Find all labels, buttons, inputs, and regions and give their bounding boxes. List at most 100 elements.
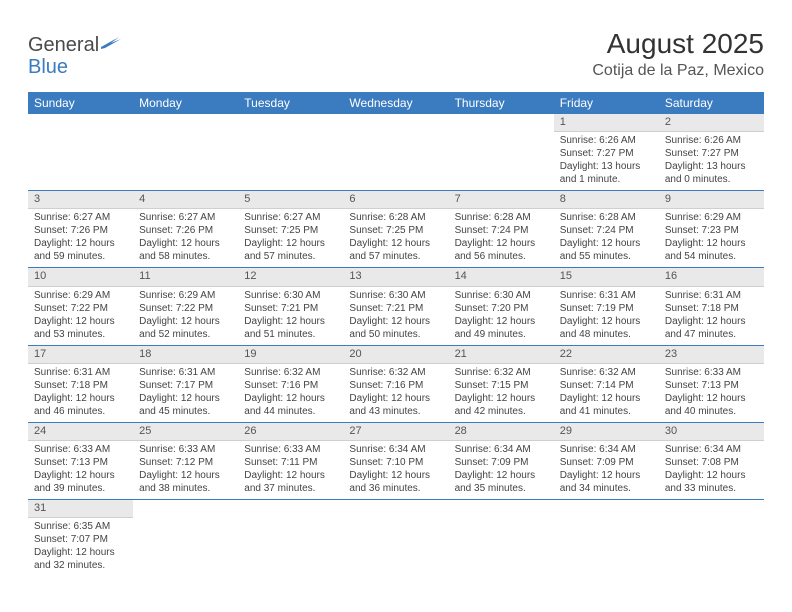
day-details: Sunrise: 6:28 AMSunset: 7:24 PMDaylight:…: [449, 209, 554, 267]
logo-text-general: General: [28, 34, 99, 57]
day-cell: 24Sunrise: 6:33 AMSunset: 7:13 PMDayligh…: [28, 422, 133, 499]
day-detail-line: Daylight: 12 hours: [665, 315, 758, 328]
day-detail-line: Sunrise: 6:31 AM: [560, 289, 653, 302]
day-detail-line: Sunrise: 6:31 AM: [139, 366, 232, 379]
day-number: 24: [28, 423, 133, 441]
day-detail-line: and 44 minutes.: [244, 405, 337, 418]
day-details: Sunrise: 6:32 AMSunset: 7:14 PMDaylight:…: [554, 364, 659, 422]
day-header: Tuesday: [238, 92, 343, 114]
day-number: 2: [659, 114, 764, 132]
day-details: Sunrise: 6:30 AMSunset: 7:21 PMDaylight:…: [343, 287, 448, 345]
day-detail-line: Daylight: 12 hours: [560, 237, 653, 250]
day-cell: 28Sunrise: 6:34 AMSunset: 7:09 PMDayligh…: [449, 422, 554, 499]
day-detail-line: and 35 minutes.: [455, 482, 548, 495]
day-detail-line: Daylight: 12 hours: [349, 237, 442, 250]
day-details: Sunrise: 6:28 AMSunset: 7:24 PMDaylight:…: [554, 209, 659, 267]
day-cell: 10Sunrise: 6:29 AMSunset: 7:22 PMDayligh…: [28, 268, 133, 345]
day-detail-line: Daylight: 12 hours: [455, 392, 548, 405]
day-number: 22: [554, 346, 659, 364]
day-number: 26: [238, 423, 343, 441]
day-detail-line: Sunrise: 6:29 AM: [665, 211, 758, 224]
day-details: Sunrise: 6:29 AMSunset: 7:22 PMDaylight:…: [28, 287, 133, 345]
day-cell: 15Sunrise: 6:31 AMSunset: 7:19 PMDayligh…: [554, 268, 659, 345]
day-detail-line: Sunset: 7:11 PM: [244, 456, 337, 469]
day-detail-line: and 47 minutes.: [665, 328, 758, 341]
day-detail-line: Sunset: 7:15 PM: [455, 379, 548, 392]
day-detail-line: Daylight: 12 hours: [455, 469, 548, 482]
day-detail-line: Sunset: 7:12 PM: [139, 456, 232, 469]
day-details: Sunrise: 6:30 AMSunset: 7:20 PMDaylight:…: [449, 287, 554, 345]
day-detail-line: Daylight: 12 hours: [665, 392, 758, 405]
day-detail-line: Sunset: 7:25 PM: [244, 224, 337, 237]
week-row: 10Sunrise: 6:29 AMSunset: 7:22 PMDayligh…: [28, 268, 764, 345]
day-detail-line: and 56 minutes.: [455, 250, 548, 263]
day-detail-line: Sunrise: 6:27 AM: [244, 211, 337, 224]
day-detail-line: Sunset: 7:21 PM: [349, 302, 442, 315]
week-row: 3Sunrise: 6:27 AMSunset: 7:26 PMDaylight…: [28, 191, 764, 268]
day-details: Sunrise: 6:31 AMSunset: 7:19 PMDaylight:…: [554, 287, 659, 345]
day-detail-line: Daylight: 12 hours: [34, 546, 127, 559]
day-details: Sunrise: 6:27 AMSunset: 7:26 PMDaylight:…: [28, 209, 133, 267]
day-number: 28: [449, 423, 554, 441]
day-cell: 9Sunrise: 6:29 AMSunset: 7:23 PMDaylight…: [659, 191, 764, 268]
day-cell: [343, 499, 448, 576]
day-details: Sunrise: 6:33 AMSunset: 7:11 PMDaylight:…: [238, 441, 343, 499]
day-number: 15: [554, 268, 659, 286]
day-detail-line: and 40 minutes.: [665, 405, 758, 418]
day-detail-line: Daylight: 12 hours: [244, 392, 337, 405]
day-detail-line: and 43 minutes.: [349, 405, 442, 418]
day-detail-line: Daylight: 12 hours: [34, 392, 127, 405]
day-detail-line: Sunset: 7:13 PM: [665, 379, 758, 392]
calendar-table: Sunday Monday Tuesday Wednesday Thursday…: [28, 92, 764, 576]
day-cell: 26Sunrise: 6:33 AMSunset: 7:11 PMDayligh…: [238, 422, 343, 499]
day-detail-line: Sunset: 7:23 PM: [665, 224, 758, 237]
day-number: 31: [28, 500, 133, 518]
day-details: Sunrise: 6:35 AMSunset: 7:07 PMDaylight:…: [28, 518, 133, 576]
day-detail-line: Sunrise: 6:26 AM: [560, 134, 653, 147]
day-detail-line: Daylight: 12 hours: [244, 237, 337, 250]
day-detail-line: Sunrise: 6:29 AM: [34, 289, 127, 302]
day-details: Sunrise: 6:31 AMSunset: 7:17 PMDaylight:…: [133, 364, 238, 422]
day-detail-line: Sunset: 7:10 PM: [349, 456, 442, 469]
day-cell: 4Sunrise: 6:27 AMSunset: 7:26 PMDaylight…: [133, 191, 238, 268]
day-detail-line: Sunset: 7:26 PM: [34, 224, 127, 237]
day-detail-line: Sunset: 7:26 PM: [139, 224, 232, 237]
day-detail-line: Sunset: 7:19 PM: [560, 302, 653, 315]
day-detail-line: Sunset: 7:24 PM: [455, 224, 548, 237]
logo: General: [28, 34, 123, 57]
day-detail-line: Daylight: 12 hours: [34, 469, 127, 482]
day-detail-line: and 0 minutes.: [665, 173, 758, 186]
day-cell: 31Sunrise: 6:35 AMSunset: 7:07 PMDayligh…: [28, 499, 133, 576]
day-detail-line: and 41 minutes.: [560, 405, 653, 418]
day-detail-line: Sunset: 7:09 PM: [455, 456, 548, 469]
day-number: 4: [133, 191, 238, 209]
day-detail-line: Daylight: 12 hours: [455, 237, 548, 250]
day-detail-line: Daylight: 12 hours: [455, 315, 548, 328]
day-details: Sunrise: 6:31 AMSunset: 7:18 PMDaylight:…: [659, 287, 764, 345]
day-detail-line: and 51 minutes.: [244, 328, 337, 341]
day-details: Sunrise: 6:29 AMSunset: 7:22 PMDaylight:…: [133, 287, 238, 345]
day-number: 18: [133, 346, 238, 364]
day-detail-line: and 34 minutes.: [560, 482, 653, 495]
day-cell: [133, 114, 238, 191]
day-header: Friday: [554, 92, 659, 114]
day-cell: [28, 114, 133, 191]
day-number: 25: [133, 423, 238, 441]
day-cell: 11Sunrise: 6:29 AMSunset: 7:22 PMDayligh…: [133, 268, 238, 345]
day-detail-line: Sunset: 7:18 PM: [34, 379, 127, 392]
day-details: Sunrise: 6:31 AMSunset: 7:18 PMDaylight:…: [28, 364, 133, 422]
day-details: Sunrise: 6:27 AMSunset: 7:26 PMDaylight:…: [133, 209, 238, 267]
day-header: Sunday: [28, 92, 133, 114]
day-details: Sunrise: 6:29 AMSunset: 7:23 PMDaylight:…: [659, 209, 764, 267]
day-details: Sunrise: 6:34 AMSunset: 7:09 PMDaylight:…: [449, 441, 554, 499]
day-details: Sunrise: 6:27 AMSunset: 7:25 PMDaylight:…: [238, 209, 343, 267]
day-details: Sunrise: 6:28 AMSunset: 7:25 PMDaylight:…: [343, 209, 448, 267]
week-row: 31Sunrise: 6:35 AMSunset: 7:07 PMDayligh…: [28, 499, 764, 576]
day-number: 27: [343, 423, 448, 441]
day-detail-line: Sunrise: 6:34 AM: [560, 443, 653, 456]
day-detail-line: Sunset: 7:16 PM: [349, 379, 442, 392]
day-detail-line: and 49 minutes.: [455, 328, 548, 341]
day-detail-line: Sunrise: 6:28 AM: [455, 211, 548, 224]
day-detail-line: and 57 minutes.: [349, 250, 442, 263]
day-details: Sunrise: 6:34 AMSunset: 7:10 PMDaylight:…: [343, 441, 448, 499]
